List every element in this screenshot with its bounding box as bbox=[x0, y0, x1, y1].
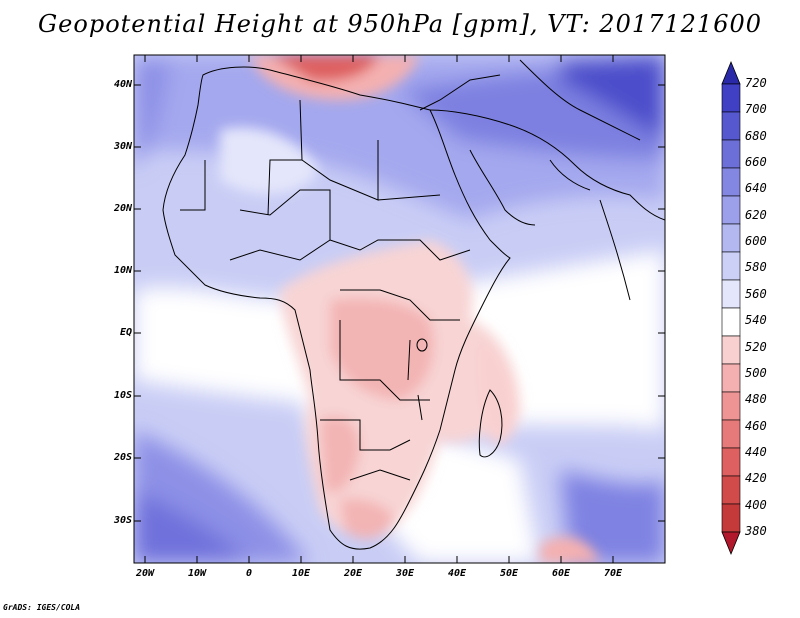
colorbar-box bbox=[721, 307, 741, 337]
grads-credit: GrADS: IGES/COLA bbox=[3, 603, 81, 612]
lon-label-0: 0 bbox=[245, 568, 253, 579]
lakes bbox=[407, 338, 428, 421]
colorbar-box bbox=[721, 335, 741, 365]
lat-ticks bbox=[134, 84, 665, 522]
colorbar-label: 620 bbox=[745, 207, 767, 222]
lon-label-30e: 30E bbox=[395, 568, 415, 579]
lon-label-70e: 70E bbox=[603, 568, 623, 579]
lat-label-30s: 30S bbox=[113, 515, 132, 526]
lat-label-10n: 10N bbox=[113, 265, 132, 276]
lon-label-60e: 60E bbox=[551, 568, 571, 579]
colorbar-label: 480 bbox=[745, 392, 767, 407]
lat-label-40n: 40N bbox=[113, 79, 132, 90]
lon-ticks bbox=[144, 55, 614, 563]
map-title: Geopotential Height at 950hPa [gpm], VT:… bbox=[38, 10, 762, 38]
colorbar-box bbox=[721, 167, 741, 197]
colorbar-box bbox=[721, 195, 741, 225]
colorbar-label: 520 bbox=[745, 339, 767, 354]
colorbar-label: 640 bbox=[745, 181, 767, 196]
lat-label-20s: 20S bbox=[113, 452, 132, 463]
colorbar-box bbox=[721, 419, 741, 449]
colorbar-box bbox=[721, 111, 741, 141]
colorbar-label: 580 bbox=[745, 260, 767, 275]
lon-label-10e: 10E bbox=[291, 568, 311, 579]
coastlines bbox=[162, 59, 665, 550]
colorbar-label: 600 bbox=[745, 234, 767, 249]
colorbar-box bbox=[721, 83, 741, 113]
lon-label-20e: 20E bbox=[343, 568, 363, 579]
colorbar-label: 700 bbox=[745, 102, 767, 117]
colorbar-box bbox=[721, 475, 741, 505]
colorbar-label: 380 bbox=[745, 524, 767, 538]
colorbar-label: 460 bbox=[745, 418, 767, 433]
colorbar-box bbox=[721, 223, 741, 253]
lon-label-20w: 20W bbox=[135, 568, 155, 579]
colorbar-box bbox=[721, 139, 741, 169]
map-frame bbox=[133, 54, 666, 564]
colorbar-label: 500 bbox=[745, 365, 767, 380]
colorbar-label: 400 bbox=[745, 497, 767, 512]
colorbar-bottom-arrow bbox=[721, 531, 741, 556]
lat-label-eq: EQ bbox=[119, 327, 132, 338]
lon-label-40e: 40E bbox=[447, 568, 467, 579]
colorbar bbox=[721, 60, 741, 556]
colorbar-label: 540 bbox=[745, 313, 767, 328]
colorbar-box bbox=[721, 251, 741, 281]
lat-label-30n: 30N bbox=[113, 141, 132, 152]
lat-label-20n: 20N bbox=[113, 203, 132, 214]
lon-label-50e: 50E bbox=[499, 568, 519, 579]
colorbar-label: 420 bbox=[745, 471, 767, 486]
colorbar-label: 560 bbox=[745, 286, 767, 301]
colorbar-box bbox=[721, 279, 741, 309]
colorbar-top-arrow bbox=[721, 60, 741, 85]
colorbar-box bbox=[721, 447, 741, 477]
colorbar-label: 720 bbox=[745, 76, 767, 90]
colorbar-box bbox=[721, 503, 741, 533]
lat-label-10s: 10S bbox=[113, 390, 132, 401]
colorbar-label: 440 bbox=[745, 444, 767, 459]
colorbar-box bbox=[721, 391, 741, 421]
colorbar-label: 660 bbox=[745, 155, 767, 170]
colorbar-label: 680 bbox=[745, 128, 767, 143]
height-field bbox=[134, 55, 665, 563]
lon-label-10w: 10W bbox=[187, 568, 207, 579]
colorbar-box bbox=[721, 363, 741, 393]
